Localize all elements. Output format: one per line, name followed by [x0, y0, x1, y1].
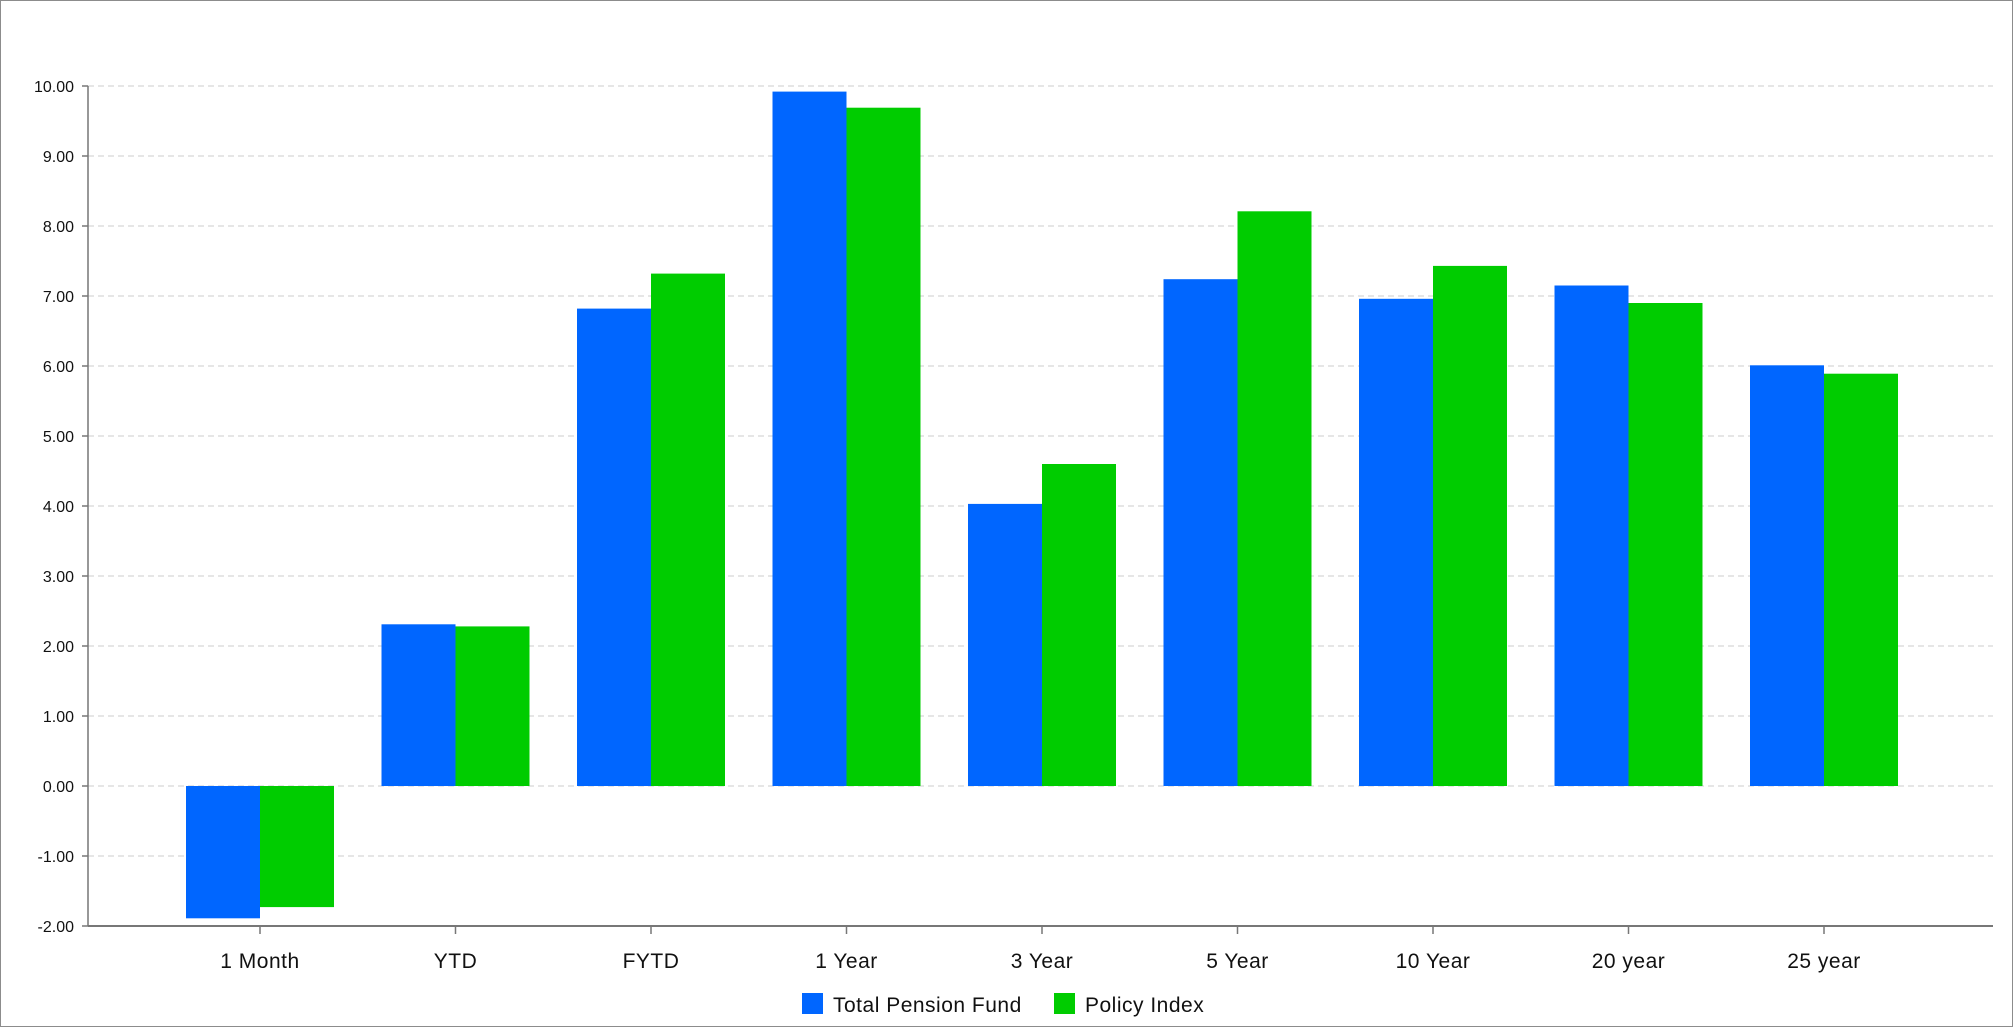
bar-total-pension-fund [186, 786, 260, 919]
bar-policy-index [651, 273, 725, 787]
bar-policy-index [1628, 303, 1703, 786]
bar-policy-index [455, 626, 530, 786]
x-tick-label: YTD [434, 950, 478, 973]
bar-policy-index [1042, 464, 1116, 786]
axes [82, 85, 1993, 934]
bar-policy-index [1237, 211, 1312, 787]
y-tick-label: -1.00 [38, 849, 75, 866]
y-tick-label: 4.00 [43, 499, 74, 516]
x-tick-label: 5 Year [1206, 950, 1269, 973]
bar-total-pension-fund [968, 503, 1042, 786]
y-tick-label: 8.00 [43, 219, 74, 236]
y-tick-label: 7.00 [43, 289, 74, 306]
x-tick-label: 1 Month [220, 950, 299, 973]
legend: Total Pension Fund Policy Index [802, 993, 1204, 1017]
y-tick-label: 9.00 [43, 149, 74, 166]
y-tick-label: 0.00 [43, 779, 74, 796]
bar-policy-index [846, 107, 921, 786]
bar-total-pension-fund [381, 624, 456, 786]
legend-swatch [802, 993, 823, 1014]
bar-total-pension-fund [1163, 279, 1238, 786]
bar-total-pension-fund [1750, 365, 1824, 786]
y-tick-label: 3.00 [43, 569, 74, 586]
x-tick-label: 25 year [1787, 950, 1861, 973]
x-tick-label: 10 Year [1396, 950, 1471, 973]
bar-total-pension-fund [577, 308, 651, 786]
bar-total-pension-fund [1359, 298, 1433, 786]
x-tick-label: 3 Year [1011, 950, 1074, 973]
bars [186, 91, 1898, 919]
x-tick-label: 20 year [1592, 950, 1666, 973]
bar-policy-index [1824, 373, 1898, 786]
y-tick-label: 6.00 [43, 359, 74, 376]
y-tick-label: 1.00 [43, 709, 74, 726]
y-tick-label: 2.00 [43, 639, 74, 656]
legend-label: Total Pension Fund [833, 994, 1022, 1017]
bar-policy-index [1433, 265, 1507, 786]
bar-total-pension-fund [772, 91, 847, 787]
y-axis-tick-labels: -2.00 -1.00 0.00 1.00 2.00 3.00 4.00 5.00 6.00 7.… [34, 79, 74, 936]
y-tick-label: -2.00 [38, 919, 75, 936]
legend-swatch [1054, 993, 1075, 1014]
x-tick-label: 1 Year [815, 950, 878, 973]
bar-policy-index [260, 786, 334, 908]
y-tick-label: 5.00 [43, 429, 74, 446]
bar-total-pension-fund [1554, 285, 1629, 786]
legend-label: Policy Index [1085, 994, 1204, 1017]
y-tick-label: 10.00 [34, 79, 74, 96]
x-tick-label: FYTD [623, 950, 680, 973]
x-axis-tick-labels: 1 Month YTD FYTD 1 Year 3 Year 5 Year 10 Year 2… [220, 950, 1860, 973]
